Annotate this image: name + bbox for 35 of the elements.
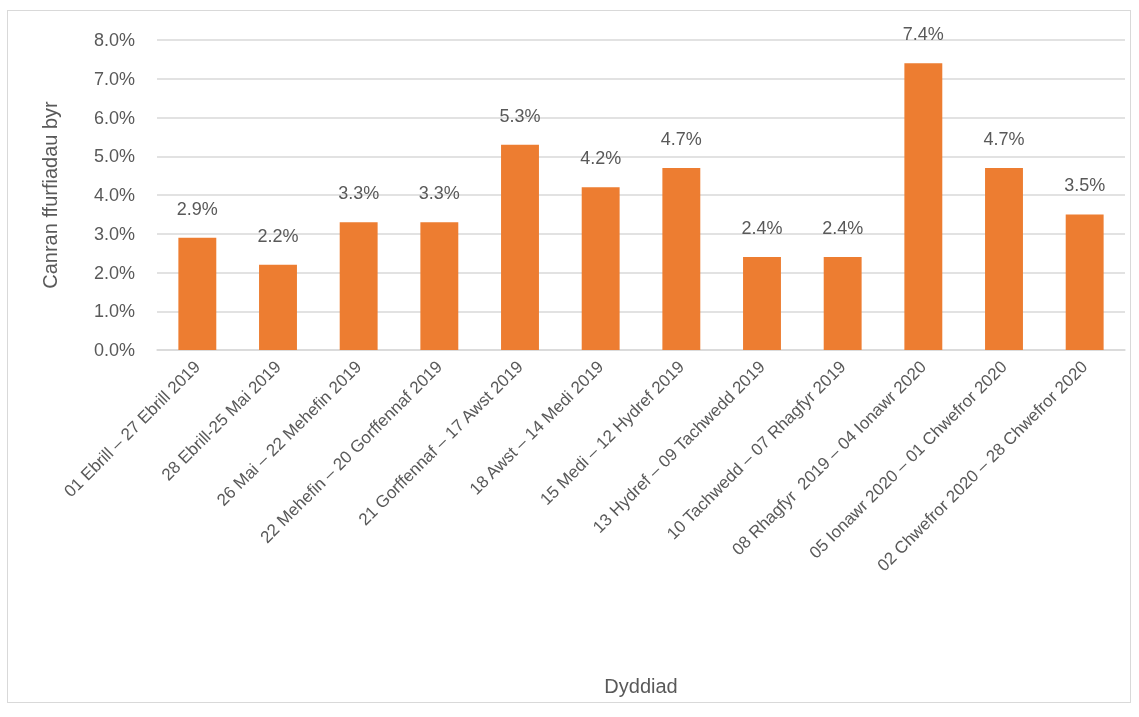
- bar: [1065, 214, 1104, 350]
- bar: [501, 144, 539, 350]
- y-tick-label: 4.0%: [93, 185, 135, 205]
- data-label: 4.7%: [983, 128, 1025, 149]
- data-label: 4.7%: [660, 128, 702, 149]
- y-tick-label: 6.0%: [93, 107, 135, 128]
- y-tick-label: 7.0%: [93, 68, 135, 89]
- y-tick-label: 5.0%: [93, 146, 135, 167]
- y-tick-label: 1.0%: [93, 301, 135, 322]
- bar: [743, 257, 781, 350]
- data-label: 2.4%: [822, 218, 864, 238]
- y-tick-label: 0.0%: [93, 340, 135, 360]
- bar: [904, 63, 943, 350]
- data-label: 2.2%: [257, 225, 299, 246]
- bar: [985, 167, 1023, 350]
- bar: [178, 237, 217, 350]
- x-axis-title: Dyddiad: [604, 675, 678, 697]
- y-tick-label: 2.0%: [93, 262, 135, 283]
- bar: [662, 167, 701, 350]
- y-tick-label: 8.0%: [93, 30, 135, 50]
- data-label: 3.3%: [338, 183, 380, 204]
- data-label: 3.3%: [418, 183, 460, 204]
- bar: [259, 264, 297, 350]
- data-label: 7.4%: [902, 24, 944, 45]
- data-label: 3.5%: [1064, 175, 1106, 196]
- data-label: 5.3%: [499, 105, 541, 126]
- y-tick-label: 3.0%: [93, 223, 135, 244]
- bar: [823, 257, 862, 350]
- data-label: 4.2%: [580, 148, 622, 169]
- y-axis-title: Canran ffurfiadau byr: [39, 100, 61, 289]
- bar: [420, 222, 459, 350]
- data-label: 2.9%: [176, 198, 218, 219]
- data-label: 2.4%: [741, 218, 783, 238]
- bar: [581, 187, 620, 350]
- bar: [339, 222, 378, 350]
